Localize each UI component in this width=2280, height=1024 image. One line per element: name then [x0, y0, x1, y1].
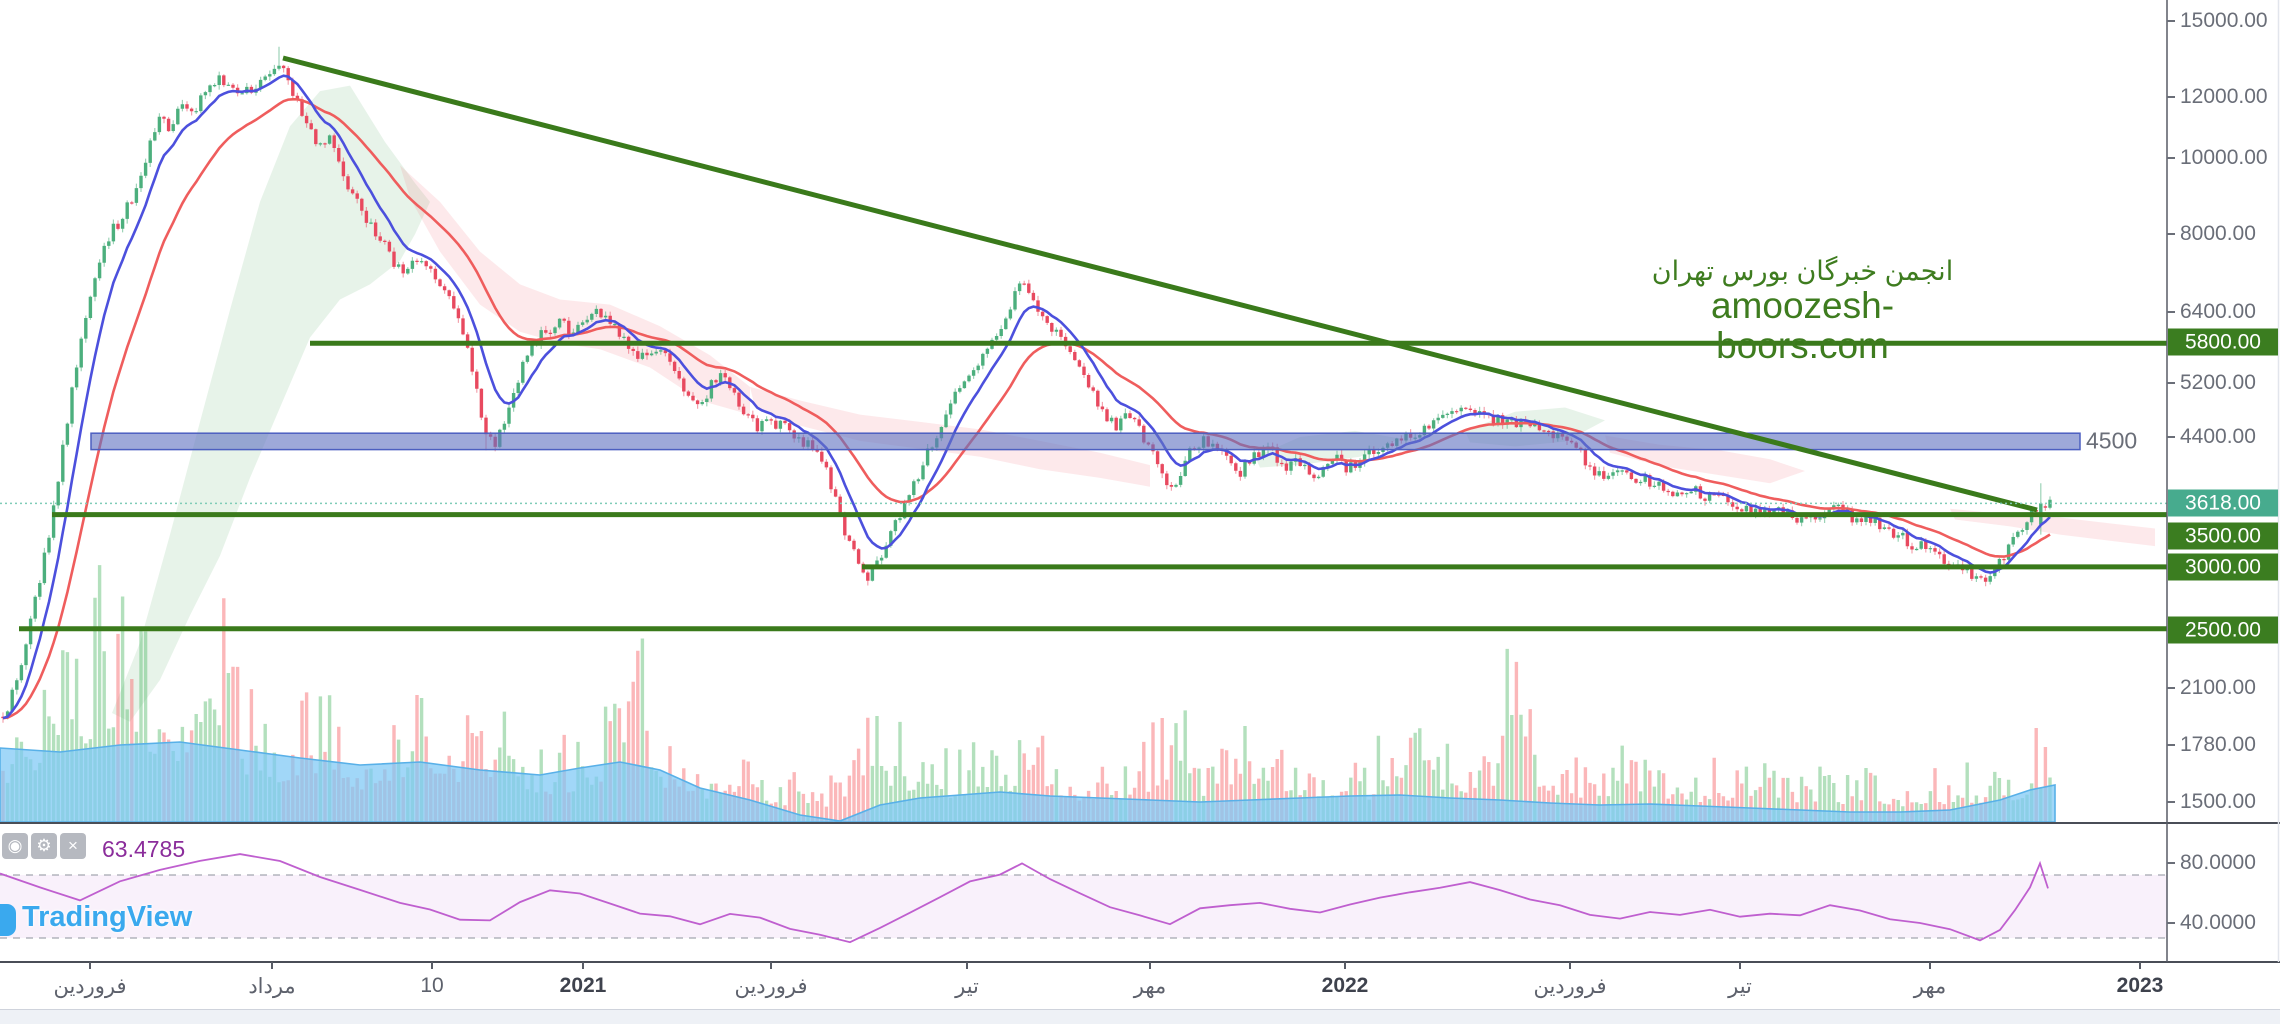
price-level-badge: 2500.00 — [2168, 616, 2278, 644]
time-tick-mark — [431, 962, 433, 969]
bottom-toolbar-strip — [0, 1009, 2280, 1024]
time-tick-mark — [271, 962, 273, 969]
time-tick-mark — [1149, 962, 1151, 969]
time-tick-mark — [582, 962, 584, 969]
time-tick-label: تیر — [955, 975, 979, 998]
time-tick-mark — [89, 962, 91, 969]
tradingview-logo-text: TradingView — [22, 901, 193, 933]
time-tick-mark — [1569, 962, 1571, 969]
price-tick-mark — [2167, 311, 2175, 313]
time-tick-label: فروردین — [1533, 975, 1607, 998]
price-tick-mark — [2167, 801, 2175, 803]
rsi-value: 63.4785 — [102, 836, 186, 862]
price-level-badge: 3618.00 — [2168, 489, 2278, 517]
time-tick-mark — [1739, 962, 1741, 969]
time-tick-label: فروردین — [734, 975, 808, 998]
price-tick-label: 12000.00 — [2180, 85, 2268, 108]
volume-ma-area — [0, 741, 2056, 823]
rsi-tick-label: 40.0000 — [2180, 911, 2256, 934]
band-price-label: 4500 — [2086, 427, 2138, 454]
ma-fast-line[interactable] — [2, 74, 2051, 720]
rsi-line — [0, 853, 2049, 944]
ichimoku-cloud — [400, 165, 750, 415]
time-tick-mark — [1929, 962, 1931, 969]
ichimoku-cloud — [1950, 508, 2155, 547]
time-tick-label: 2023 — [2116, 974, 2164, 997]
price-tick-mark — [2167, 436, 2175, 438]
time-tick-label: تیر — [1728, 975, 1752, 998]
volume-bars-down — [1, 598, 2048, 822]
price-tick-label: 15000.00 — [2180, 9, 2268, 32]
price-tick-label: 1780.00 — [2180, 733, 2256, 756]
time-tick-mark — [966, 962, 968, 969]
rsi-tick-mark — [2167, 862, 2175, 864]
rsi-tick-mark — [2167, 922, 2175, 924]
time-tick-label: 2021 — [559, 974, 607, 997]
price-tick-mark — [2167, 96, 2175, 98]
price-tick-label: 5200.00 — [2180, 371, 2256, 394]
price-zone-band[interactable] — [90, 432, 2081, 451]
price-tick-mark — [2167, 20, 2175, 22]
price-tick-label: 4400.00 — [2180, 425, 2256, 448]
time-tick-label: فروردین — [53, 975, 127, 998]
time-tick-label: 2022 — [1321, 974, 1369, 997]
price-tick-mark — [2167, 233, 2175, 235]
ichimoku-cloud — [112, 85, 430, 722]
rsi-tick-label: 80.0000 — [2180, 851, 2256, 874]
time-tick-mark — [2139, 962, 2141, 969]
price-tick-mark — [2167, 744, 2175, 746]
price-level-badge: 3000.00 — [2168, 553, 2278, 581]
descending-trendline[interactable] — [282, 55, 2038, 513]
price-tick-label: 1500.00 — [2180, 790, 2256, 813]
tradingview-logo-icon — [0, 904, 16, 936]
price-tick-mark — [2167, 157, 2175, 159]
price-level-badge: 5800.00 — [2168, 328, 2278, 356]
price-tick-label: 2100.00 — [2180, 676, 2256, 699]
price-tick-label: 6400.00 — [2180, 300, 2256, 323]
eye-icon[interactable]: ◉ — [2, 833, 28, 859]
rsi-band-fill — [0, 875, 2167, 938]
price-tick-mark — [2167, 382, 2175, 384]
settings-icon[interactable]: ⚙ — [31, 833, 57, 859]
time-tick-mark — [770, 962, 772, 969]
price-tick-label: 8000.00 — [2180, 222, 2256, 245]
time-tick-label: 10 — [420, 974, 444, 997]
time-tick-label: مهر — [1913, 975, 1947, 998]
price-level-badge: 3500.00 — [2168, 522, 2278, 550]
time-tick-label: مهر — [1133, 975, 1167, 998]
ma-slow-line[interactable] — [2, 98, 2051, 720]
close-icon[interactable]: × — [60, 833, 86, 859]
time-tick-mark — [1344, 962, 1346, 969]
price-tick-mark — [2167, 687, 2175, 689]
price-tick-label: 10000.00 — [2180, 146, 2268, 169]
time-tick-label: مرداد — [248, 975, 296, 998]
